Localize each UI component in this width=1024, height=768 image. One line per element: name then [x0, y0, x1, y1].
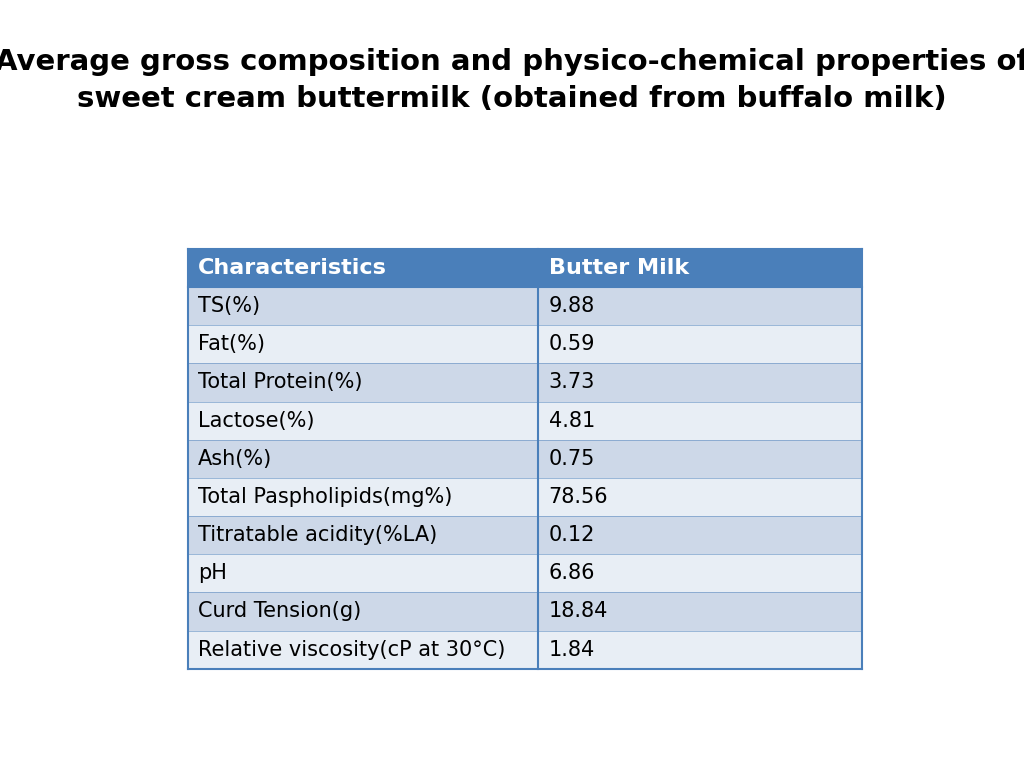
- Bar: [187, 631, 539, 669]
- Text: Average gross composition and physico-chemical properties of
sweet cream butterm: Average gross composition and physico-ch…: [0, 48, 1024, 113]
- Text: Curd Tension(g): Curd Tension(g): [198, 601, 361, 621]
- Text: 78.56: 78.56: [549, 487, 608, 507]
- Text: TS(%): TS(%): [198, 296, 260, 316]
- Text: 4.81: 4.81: [549, 411, 595, 431]
- Bar: [539, 440, 862, 478]
- Bar: [539, 249, 862, 287]
- Bar: [187, 554, 539, 592]
- Text: 0.59: 0.59: [549, 334, 595, 354]
- Text: 3.73: 3.73: [549, 372, 595, 392]
- Text: Butter Milk: Butter Milk: [549, 258, 689, 278]
- Text: Ash(%): Ash(%): [198, 449, 272, 468]
- Bar: [187, 440, 539, 478]
- Text: Fat(%): Fat(%): [198, 334, 265, 354]
- Bar: [539, 592, 862, 631]
- Bar: [539, 363, 862, 402]
- Text: Total Paspholipids(mg%): Total Paspholipids(mg%): [198, 487, 453, 507]
- Text: Lactose(%): Lactose(%): [198, 411, 314, 431]
- Text: 0.12: 0.12: [549, 525, 595, 545]
- Bar: [539, 402, 862, 440]
- Bar: [539, 478, 862, 516]
- Bar: [187, 249, 539, 287]
- Bar: [187, 402, 539, 440]
- Bar: [187, 516, 539, 554]
- Bar: [539, 554, 862, 592]
- Bar: [187, 478, 539, 516]
- Text: 6.86: 6.86: [549, 563, 595, 584]
- Text: Titratable acidity(%LA): Titratable acidity(%LA): [198, 525, 437, 545]
- Bar: [539, 287, 862, 325]
- Text: 1.84: 1.84: [549, 640, 595, 660]
- Text: 9.88: 9.88: [549, 296, 595, 316]
- Bar: [187, 592, 539, 631]
- Bar: [539, 631, 862, 669]
- Text: 18.84: 18.84: [549, 601, 608, 621]
- Text: Characteristics: Characteristics: [198, 258, 387, 278]
- Bar: [539, 516, 862, 554]
- Bar: [539, 325, 862, 363]
- Text: 0.75: 0.75: [549, 449, 595, 468]
- Text: Total Protein(%): Total Protein(%): [198, 372, 362, 392]
- Bar: [187, 363, 539, 402]
- Text: pH: pH: [198, 563, 226, 584]
- Text: Relative viscosity(cP at 30°C): Relative viscosity(cP at 30°C): [198, 640, 505, 660]
- Bar: [187, 325, 539, 363]
- Bar: [187, 287, 539, 325]
